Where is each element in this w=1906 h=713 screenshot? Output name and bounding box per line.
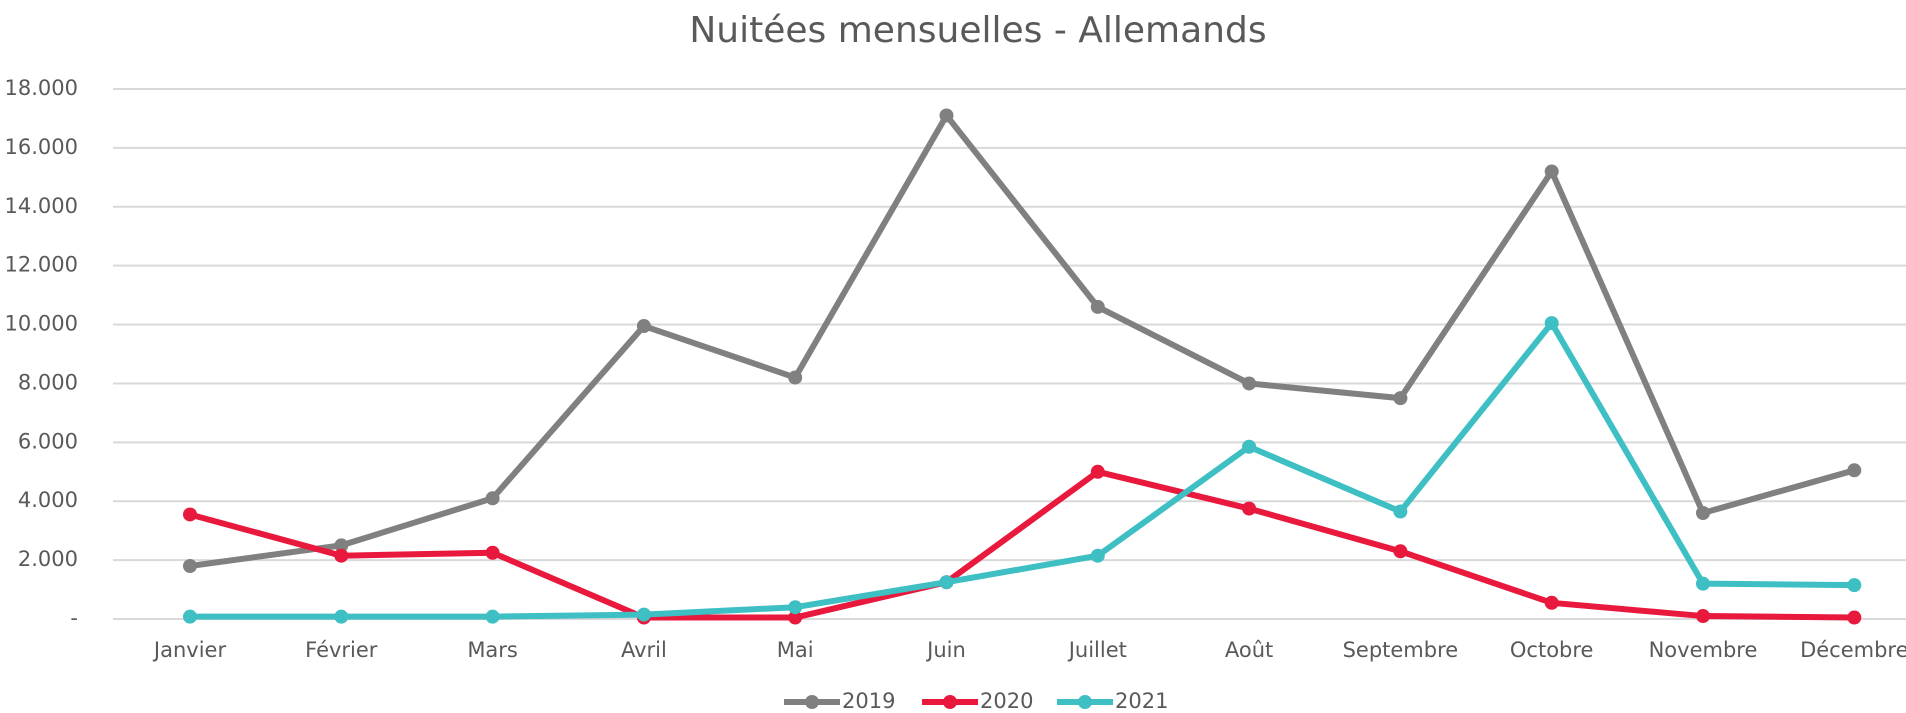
data-point xyxy=(1847,463,1862,478)
data-point xyxy=(788,600,803,615)
data-point xyxy=(1544,595,1559,610)
x-tick-label: Novembre xyxy=(1649,638,1758,662)
data-point xyxy=(1393,544,1408,559)
y-tick-label: 10.000 xyxy=(5,312,78,336)
data-point xyxy=(1242,501,1257,516)
series-line xyxy=(190,320,1855,620)
y-tick-label: 4.000 xyxy=(18,488,78,512)
data-point xyxy=(183,507,197,522)
data-point xyxy=(1544,164,1559,179)
data-point xyxy=(1696,576,1710,591)
data-point xyxy=(788,370,803,385)
legend-label: 2021 xyxy=(1115,689,1168,713)
x-tick-label: Février xyxy=(305,638,378,662)
x-tick-label: Août xyxy=(1225,638,1273,662)
x-tick-label: Mai xyxy=(777,638,814,662)
data-point xyxy=(1393,504,1408,519)
series-line xyxy=(189,112,1856,569)
x-tick-label: Janvier xyxy=(152,638,227,662)
y-tick-label: 14.000 xyxy=(5,194,78,218)
data-point xyxy=(1090,464,1105,479)
data-point xyxy=(485,545,500,560)
data-point xyxy=(334,538,349,553)
data-point xyxy=(1696,609,1710,624)
y-tick-label: - xyxy=(70,606,78,630)
y-tick-label: 6.000 xyxy=(18,429,78,453)
y-tick-label: 2.000 xyxy=(18,547,78,571)
legend-marker xyxy=(1078,695,1092,709)
x-tick-label: Avril xyxy=(621,638,667,662)
legend-label: 2019 xyxy=(842,689,895,713)
data-point xyxy=(788,610,803,625)
data-point xyxy=(1544,316,1559,331)
data-point xyxy=(1090,548,1105,563)
data-point xyxy=(485,609,500,624)
y-tick-label: 8.000 xyxy=(18,370,78,394)
x-tick-label: Septembre xyxy=(1343,638,1459,662)
data-point xyxy=(636,607,651,622)
data-point xyxy=(1242,439,1257,454)
data-point xyxy=(485,491,500,506)
x-tick-label: Juin xyxy=(925,638,966,662)
x-tick-label: Octobre xyxy=(1510,638,1594,662)
data-point xyxy=(636,319,651,334)
data-point xyxy=(1090,299,1105,314)
legend-marker xyxy=(943,695,957,709)
data-point xyxy=(183,559,197,573)
data-point xyxy=(1696,506,1710,520)
x-tick-label: Mars xyxy=(467,638,518,662)
y-tick-label: 16.000 xyxy=(5,135,78,159)
data-point xyxy=(334,609,349,624)
data-point xyxy=(1393,391,1408,406)
y-tick-label: 18.000 xyxy=(5,76,78,100)
x-tick-label: Décembre xyxy=(1800,638,1906,662)
chart-title: Nuitées mensuelles - Allemands xyxy=(689,10,1266,51)
data-point xyxy=(939,108,954,123)
data-point xyxy=(1242,376,1257,391)
legend-marker xyxy=(805,695,819,709)
x-tick-label: Juillet xyxy=(1067,638,1127,662)
data-point xyxy=(939,575,954,590)
data-point xyxy=(334,548,349,563)
data-point xyxy=(1847,610,1862,625)
y-tick-label: 12.000 xyxy=(5,253,78,277)
data-point xyxy=(1847,578,1862,593)
legend-label: 2020 xyxy=(980,689,1033,713)
data-point xyxy=(183,609,197,624)
series-line xyxy=(189,468,1855,621)
